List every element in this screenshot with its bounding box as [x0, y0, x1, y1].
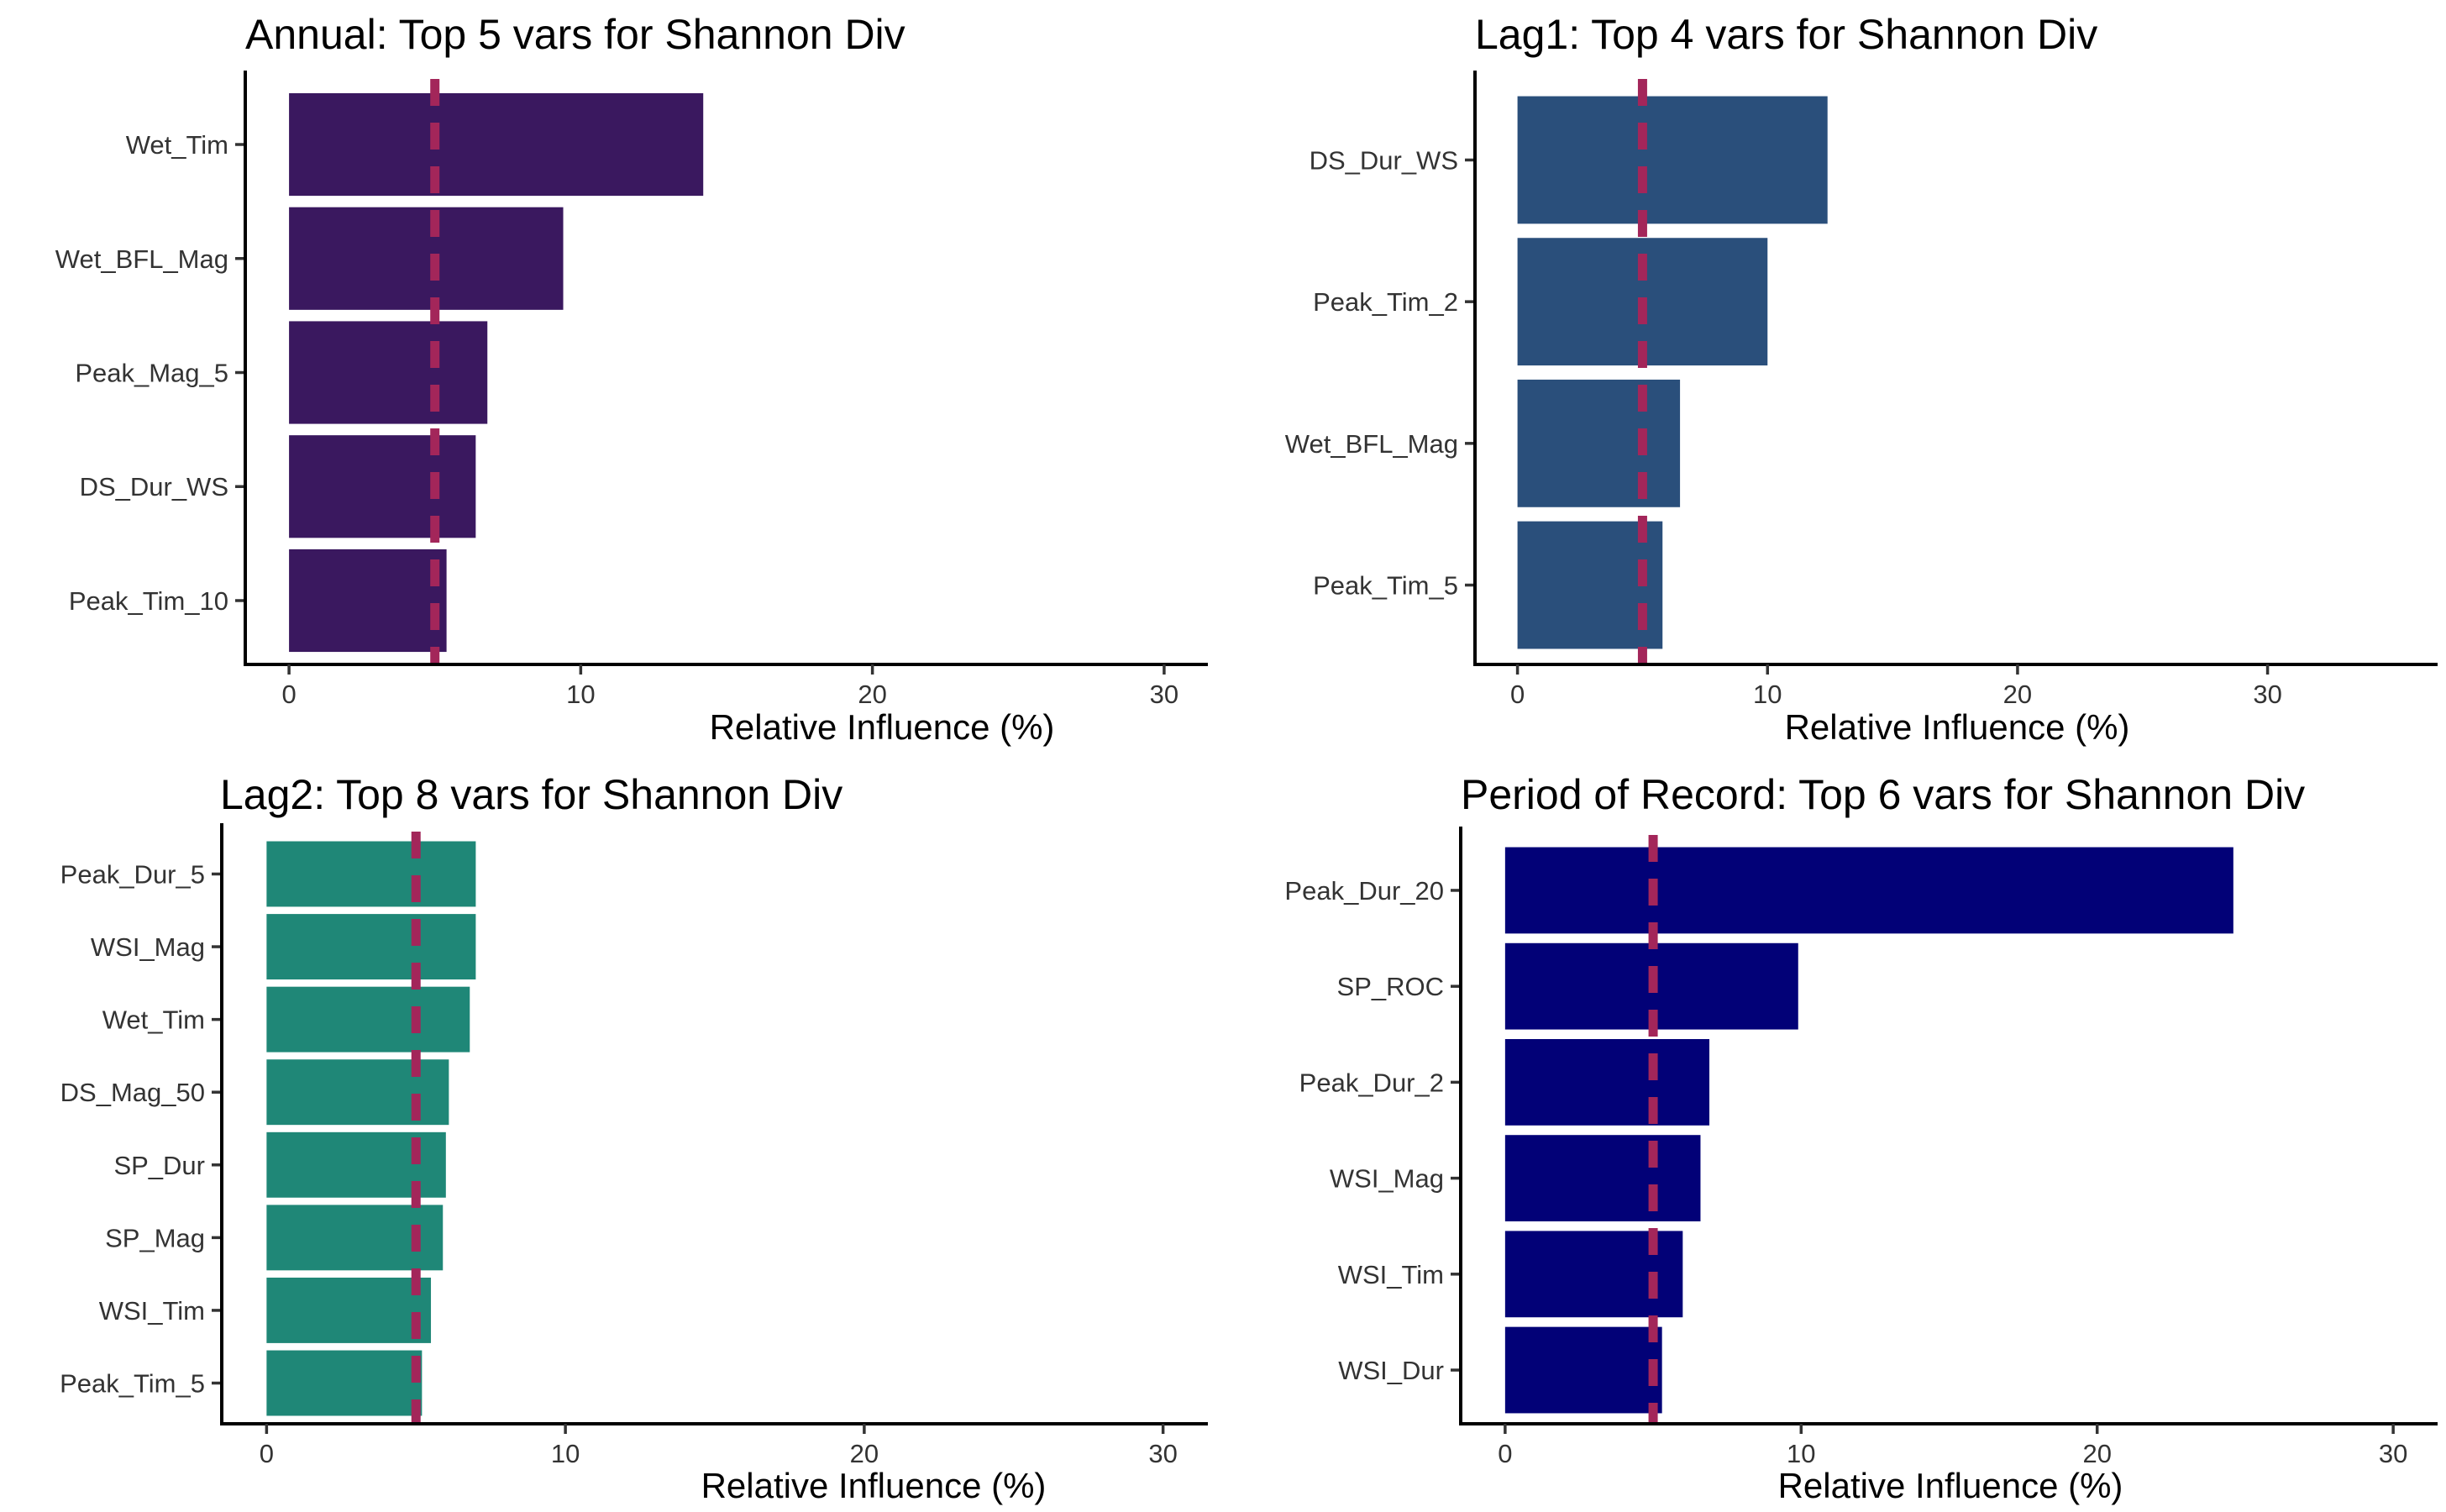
- x-tick-label: 0: [1510, 680, 1525, 709]
- y-tick-label: Wet_BFL_Mag: [1285, 429, 1458, 459]
- y-tick-label: WSI_Tim: [99, 1296, 205, 1326]
- y-tick-label: WSI_Mag: [1330, 1164, 1444, 1194]
- y-tick-label: Peak_Dur_2: [1299, 1068, 1444, 1097]
- y-tick-label: SP_Mag: [105, 1223, 205, 1252]
- panel-lag1: Lag1: Top 4 vars for Shannon Div DS_Dur_W…: [1285, 11, 2438, 747]
- y-tick-label: DS_Dur_WS: [80, 472, 228, 501]
- bar-peak-dur-5: [266, 841, 476, 907]
- panel-lag2: Lag2: Top 8 vars for Shannon Div Peak_Dur…: [60, 771, 1208, 1505]
- bar-ds-dur-ws: [289, 435, 476, 538]
- bar-peak-dur-20: [1504, 847, 2233, 934]
- bar-peak-tim-10: [289, 549, 447, 653]
- y-tick-label: Peak_Tim_5: [60, 1369, 205, 1399]
- x-tick-label: 30: [2253, 680, 2281, 709]
- x-axis-title: Relative Influence (%): [1785, 707, 2130, 747]
- x-tick-label: 0: [1498, 1439, 1512, 1468]
- y-tick-label: WSI_Tim: [1338, 1260, 1444, 1289]
- x-tick-label: 10: [1753, 680, 1782, 709]
- y-tick-label: Peak_Tim_2: [1313, 287, 1458, 317]
- y-tick-label: Peak_Dur_20: [1284, 876, 1444, 906]
- bar-wsi-dur: [1504, 1326, 1662, 1414]
- x-tick-label: 20: [2082, 1439, 2111, 1468]
- bar-wsi-tim: [266, 1277, 432, 1343]
- y-tick-label: DS_Dur_WS: [1310, 145, 1458, 175]
- y-tick-label: Peak_Tim_5: [1313, 571, 1458, 601]
- y-tick-label: WSI_Mag: [91, 932, 205, 962]
- x-tick-label: 30: [1150, 680, 1178, 709]
- y-tick-label: WSI_Dur: [1338, 1356, 1444, 1385]
- chart-title: Lag2: Top 8 vars for Shannon Div: [220, 771, 842, 818]
- chart-title: Lag1: Top 4 vars for Shannon Div: [1475, 11, 2097, 58]
- y-tick-label: SP_ROC: [1337, 972, 1444, 1001]
- x-axis-title: Relative Influence (%): [1778, 1466, 2123, 1505]
- y-tick-label: Wet_BFL_Mag: [55, 244, 228, 274]
- chart-title: Annual: Top 5 vars for Shannon Div: [245, 11, 905, 58]
- x-tick-label: 20: [850, 1439, 879, 1468]
- bar-peak-mag-5: [289, 321, 488, 424]
- x-tick-label: 30: [1148, 1439, 1177, 1468]
- y-tick-label: Wet_Tim: [102, 1005, 205, 1035]
- x-tick-label: 20: [2003, 680, 2032, 709]
- y-tick-label: SP_Dur: [113, 1151, 205, 1180]
- bar-ds-mag-50: [266, 1059, 449, 1126]
- bar-peak-dur-2: [1504, 1038, 1710, 1126]
- chart-title: Period of Record: Top 6 vars for Shannon…: [1461, 771, 2305, 818]
- x-tick-label: 10: [551, 1439, 580, 1468]
- bar-wet-tim: [289, 92, 704, 197]
- panel-period-of-record: Period of Record: Top 6 vars for Shannon…: [1284, 771, 2438, 1505]
- panel-annual: Annual: Top 5 vars for Shannon Div Wet_Ti…: [55, 11, 1208, 747]
- x-axis-title: Relative Influence (%): [701, 1466, 1047, 1505]
- bar-wet-tim: [266, 986, 470, 1053]
- x-axis-title: Relative Influence (%): [710, 707, 1055, 747]
- x-tick-label: 20: [858, 680, 886, 709]
- bar-wet-bfl-mag: [289, 207, 564, 310]
- y-tick-label: Peak_Tim_10: [69, 586, 228, 616]
- x-tick-label: 0: [281, 680, 296, 709]
- x-tick-label: 30: [2379, 1439, 2407, 1468]
- y-tick-label: DS_Mag_50: [60, 1078, 205, 1107]
- bar-wet-bfl-mag: [1517, 379, 1681, 507]
- bar-ds-dur-ws: [1517, 96, 1828, 224]
- x-tick-label: 10: [1787, 1439, 1815, 1468]
- y-tick-label: Peak_Mag_5: [75, 359, 228, 388]
- y-tick-label: Wet_Tim: [126, 130, 228, 160]
- bar-peak-tim-5: [266, 1350, 423, 1416]
- bar-wsi-mag: [1504, 1135, 1701, 1222]
- x-tick-label: 0: [260, 1439, 274, 1468]
- y-tick-label: Peak_Dur_5: [60, 859, 205, 889]
- bar-wsi-mag: [266, 914, 476, 980]
- x-tick-label: 10: [566, 680, 595, 709]
